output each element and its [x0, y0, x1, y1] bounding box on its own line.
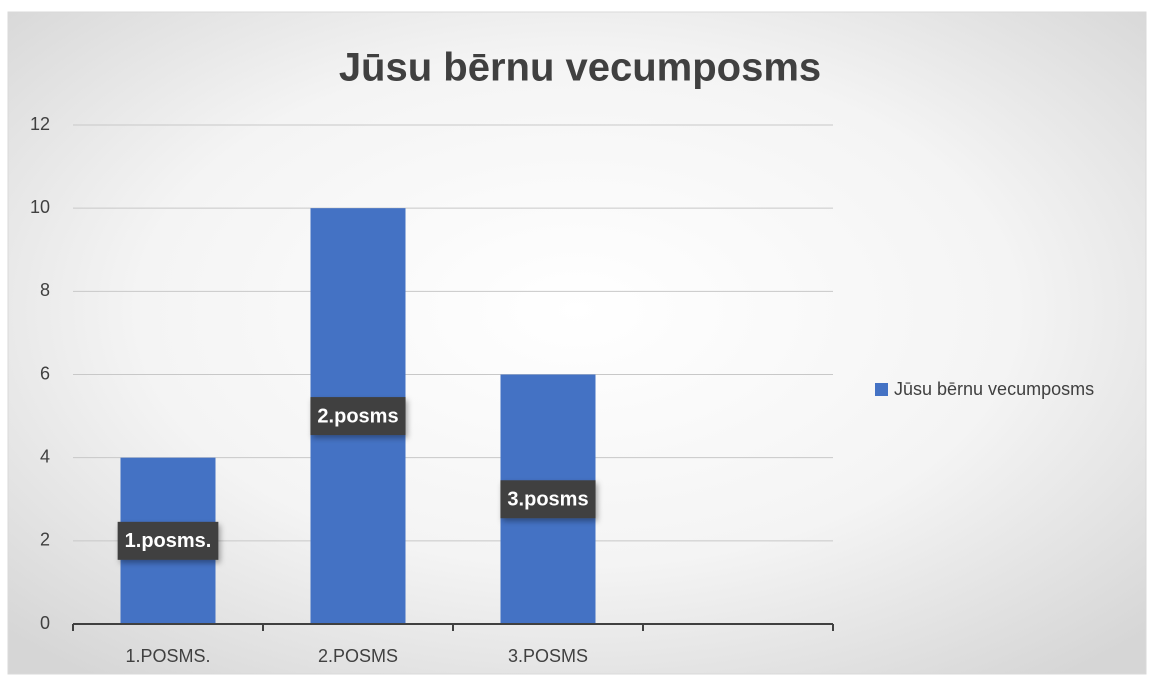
data-label: 2.posms [317, 405, 398, 427]
legend-label: Jūsu bērnu vecumposms [894, 379, 1094, 399]
y-tick-label: 2 [40, 530, 50, 550]
chart-title: Jūsu bērnu vecumposms [339, 46, 821, 90]
y-tick-label: 8 [40, 280, 50, 300]
x-tick-label: 2.POSMS [318, 646, 398, 666]
data-label-box [117, 521, 219, 560]
data-label: 1.posms. [125, 530, 212, 552]
y-tick-label: 6 [40, 363, 50, 383]
x-tick-label: 3.POSMS [508, 646, 588, 666]
data-label-box [310, 397, 406, 436]
data-label-box [500, 480, 596, 519]
y-tick-label: 12 [30, 114, 50, 134]
x-tick-label: 1.POSMS. [125, 646, 210, 666]
y-tick-label: 10 [30, 197, 50, 217]
y-tick-label: 0 [40, 613, 50, 633]
y-tick-label: 4 [40, 446, 50, 466]
data-label: 3.posms [507, 489, 588, 511]
legend-swatch [875, 383, 888, 396]
